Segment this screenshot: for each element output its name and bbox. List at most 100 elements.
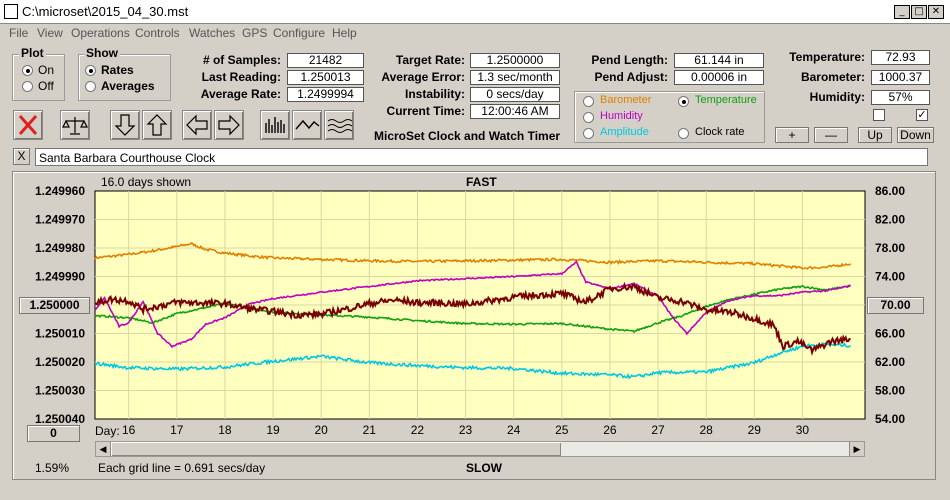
scale-up-button[interactable]: Up <box>858 127 892 143</box>
left-tick-label: 1.249970 <box>35 213 85 227</box>
pend-length-value: 61.144 in <box>674 53 764 68</box>
left-tick-label: 1.249980 <box>35 241 85 255</box>
last-reading-value: 1.250013 <box>287 70 364 85</box>
show-averages-radio[interactable] <box>85 81 96 92</box>
stop-button[interactable] <box>13 110 43 140</box>
wave-view-button[interactable] <box>324 110 354 140</box>
series-line-2 <box>94 260 851 349</box>
plot-group-title: Plot <box>19 46 46 60</box>
barometer-radio[interactable] <box>583 96 594 107</box>
left-scale-button[interactable]: 0 <box>27 425 80 442</box>
instability-value: 0 secs/day <box>470 87 560 102</box>
right-arrow-icon <box>218 114 240 136</box>
current-time-label: Current Time: <box>386 104 465 118</box>
clock-rate-option-label: Clock rate <box>695 126 745 138</box>
scale-minus-button[interactable]: — <box>814 127 848 143</box>
plot-on-radio[interactable] <box>22 65 33 76</box>
pend-adjust-value: 0.00006 in <box>674 70 764 85</box>
menu-help[interactable]: Help <box>332 26 357 40</box>
day-tick-label: 30 <box>796 423 810 437</box>
day-tick-label: 20 <box>315 423 329 437</box>
show-rates-label: Rates <box>101 63 134 77</box>
red-x-icon <box>18 115 38 135</box>
balance-button[interactable] <box>60 110 90 140</box>
scroll-thumb[interactable] <box>111 442 561 456</box>
show-group <box>78 54 171 101</box>
show-rates-radio[interactable] <box>85 65 96 76</box>
up-arrow-button[interactable] <box>142 110 172 140</box>
line-view-button[interactable] <box>292 110 322 140</box>
down-arrow-icon <box>114 114 136 136</box>
chart-panel <box>12 171 936 480</box>
temperature-radio[interactable] <box>678 96 689 107</box>
samples-value: 21482 <box>287 53 364 68</box>
scroll-right-arrow[interactable]: ▶ <box>849 442 864 456</box>
right-tick-label: 62.00 <box>875 355 905 369</box>
right-tick-label: 66.00 <box>875 327 905 341</box>
close-window-button[interactable]: ✕ <box>928 5 944 19</box>
menu-watches[interactable]: Watches <box>189 26 236 40</box>
menu-bar: File View Operations Controls Watches GP… <box>0 24 950 42</box>
checkbox-1[interactable] <box>873 109 885 121</box>
slow-label: SLOW <box>466 461 502 475</box>
menu-file[interactable]: File <box>9 26 29 40</box>
clock-rate-radio[interactable] <box>678 128 689 139</box>
clock-name-input[interactable]: Santa Barbara Courthouse Clock <box>35 148 928 166</box>
temperature-value: 72.93 <box>871 50 930 65</box>
left-arrow-button[interactable] <box>182 110 212 140</box>
percent-readout: 1.59% <box>35 461 70 475</box>
samples-label: # of Samples: <box>202 53 281 67</box>
pend-adjust-label: Pend Adjust: <box>594 70 668 84</box>
menu-view[interactable]: View <box>37 26 63 40</box>
menu-configure[interactable]: Configure <box>273 26 326 40</box>
right-tick-label: 82.00 <box>875 213 905 227</box>
clear-clock-button[interactable]: X <box>13 148 30 165</box>
day-tick-label: 24 <box>507 423 521 437</box>
menu-operations[interactable]: Operations <box>71 26 130 40</box>
title-bar: C:\microset\2015_04_30.mst _ □ ✕ <box>0 0 950 24</box>
minimize-button[interactable]: _ <box>894 5 910 19</box>
time-scrollbar[interactable]: ◀ ▶ <box>95 441 865 457</box>
app-name: MicroSet Clock and Watch Timer <box>374 129 561 143</box>
maximize-button[interactable]: □ <box>911 5 927 19</box>
left-tick-label: 1.250020 <box>35 355 85 369</box>
show-averages-label: Averages <box>101 79 155 93</box>
plot-off-label: Off <box>38 79 54 93</box>
series-line-4 <box>94 281 851 356</box>
barometer-value: 1000.37 <box>871 70 930 85</box>
right-tick-label: 74.00 <box>875 270 905 284</box>
sensor-options-group <box>574 91 765 143</box>
wave-icon <box>327 119 353 133</box>
plot-off-radio[interactable] <box>22 81 33 92</box>
right-arrow-button[interactable] <box>214 110 244 140</box>
menu-gps[interactable]: GPS <box>242 26 268 40</box>
right-tick-label: 78.00 <box>875 241 905 255</box>
day-tick-label: 16 <box>122 423 136 437</box>
show-group-title: Show <box>84 46 120 60</box>
day-tick-label: 21 <box>363 423 377 437</box>
day-tick-label: 23 <box>459 423 473 437</box>
down-arrow-button[interactable] <box>110 110 140 140</box>
humidity-label: Humidity: <box>809 90 865 104</box>
amplitude-radio[interactable] <box>583 128 594 139</box>
day-tick-label: 19 <box>266 423 280 437</box>
average-rate-label: Average Rate: <box>200 87 281 101</box>
humidity-value: 57% <box>871 90 930 105</box>
scroll-left-arrow[interactable]: ◀ <box>96 442 111 456</box>
bars-view-button[interactable] <box>260 110 290 140</box>
center-rate-button[interactable]: 1.250000 <box>19 297 90 314</box>
menu-controls[interactable]: Controls <box>135 26 180 40</box>
scale-down-button[interactable]: Down <box>897 127 934 143</box>
checkbox-2[interactable]: ✓ <box>916 109 928 121</box>
right-scale-button[interactable]: 70.00 <box>867 297 924 314</box>
line-graph-icon <box>295 119 320 130</box>
series-line-0 <box>94 242 852 270</box>
humidity-radio[interactable] <box>583 112 594 123</box>
last-reading-label: Last Reading: <box>201 70 281 84</box>
target-rate-value: 1.2500000 <box>470 53 560 68</box>
day-tick-label: 28 <box>700 423 714 437</box>
scale-plus-button[interactable]: + <box>775 127 809 143</box>
app-icon <box>4 4 18 19</box>
day-tick-label: 18 <box>218 423 232 437</box>
